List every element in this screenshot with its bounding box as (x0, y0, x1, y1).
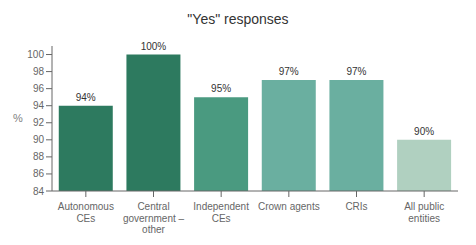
svg-text:88: 88 (33, 151, 45, 162)
svg-text:90%: 90% (414, 126, 434, 137)
svg-text:100: 100 (27, 49, 44, 60)
svg-text:CRIs: CRIs (345, 201, 367, 212)
svg-text:100%: 100% (141, 41, 167, 52)
svg-text:Centralgovernment –other: Centralgovernment –other (123, 201, 185, 235)
svg-text:%: % (13, 112, 23, 124)
svg-text:94: 94 (33, 100, 45, 111)
svg-text:All publicentities: All publicentities (404, 201, 444, 224)
svg-text:AutonomousCEs: AutonomousCEs (58, 201, 114, 224)
svg-text:Crown agents: Crown agents (258, 201, 320, 212)
svg-text:92: 92 (33, 117, 45, 128)
svg-text:97%: 97% (279, 66, 299, 77)
svg-text:96: 96 (33, 83, 45, 94)
svg-text:94%: 94% (76, 92, 96, 103)
svg-text:98: 98 (33, 66, 45, 77)
svg-text:86: 86 (33, 168, 45, 179)
svg-text:84: 84 (33, 186, 45, 197)
svg-text:90: 90 (33, 134, 45, 145)
svg-text:97%: 97% (346, 66, 366, 77)
svg-text:IndependentCEs: IndependentCEs (193, 201, 249, 224)
svg-text:95%: 95% (211, 83, 231, 94)
html-text:"Yes" responses: "Yes" responses (187, 11, 289, 27)
